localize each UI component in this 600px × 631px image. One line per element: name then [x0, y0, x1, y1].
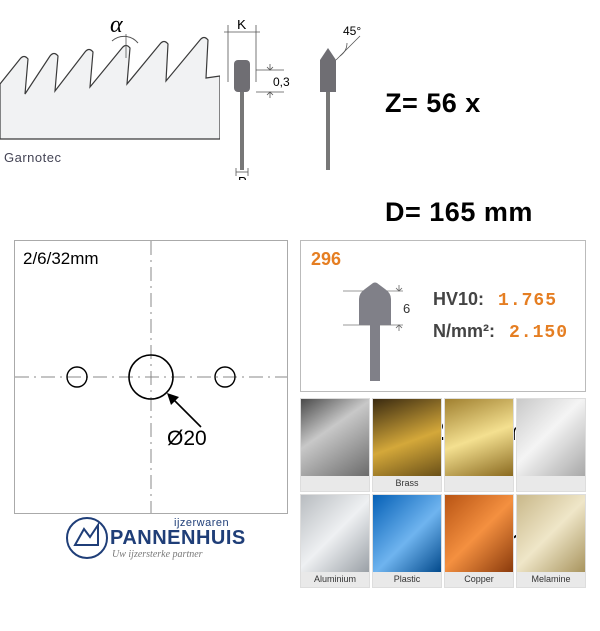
right-column: 296 6 HV10:1.765 N/mm²:2.150 BrassAlumin… [300, 240, 586, 580]
tooth-dim: 6 [403, 301, 410, 316]
tooth-code: 296 [311, 249, 341, 270]
material-tile: Plastic [372, 494, 442, 588]
spec-z: Z= 56 x [385, 85, 533, 121]
material-caption: Aluminium [301, 572, 369, 587]
svg-text:P: P [238, 174, 247, 180]
material-caption: Melamine [517, 572, 585, 587]
bottom-section: 2/6/32mm Ø20 [0, 230, 600, 595]
kp-diagram: K P 0,3 45° [210, 20, 380, 180]
logo-icon [64, 515, 110, 561]
top-section: α Garnotec K [0, 0, 600, 200]
brand-logo: ijzerwaren PANNENHUIS Uw ijzersterke par… [64, 515, 304, 565]
material-tile [300, 398, 370, 492]
tooth-profile-icon: 6 [331, 273, 411, 383]
tooth-properties: HV10:1.765 N/mm²:2.150 [433, 289, 568, 353]
materials-grid: Brass Aluminium Plastic Copper Melamine [300, 398, 586, 588]
prop-hv10: HV10:1.765 [433, 289, 568, 311]
material-tile [444, 398, 514, 492]
garnotec-label: Garnotec [4, 150, 61, 165]
prop-nmm2: N/mm²:2.150 [433, 321, 568, 343]
material-tile [516, 398, 586, 492]
logo-tagline: Uw ijzersterke partner [112, 549, 203, 560]
saw-teeth-diagram [0, 34, 220, 164]
svg-text:45°: 45° [343, 24, 361, 38]
spec-d: D= 165 mm [385, 194, 533, 230]
svg-text:K: K [237, 20, 247, 32]
logo-big: PANNENHUIS [110, 527, 246, 550]
material-caption [445, 476, 513, 491]
material-caption [301, 476, 369, 491]
material-tile: Melamine [516, 494, 586, 588]
material-caption: Brass [373, 476, 441, 491]
tooth-detail-box: 296 6 HV10:1.765 N/mm²:2.150 [300, 240, 586, 392]
material-caption [517, 476, 585, 491]
diameter-label: Ø20 [167, 427, 207, 451]
material-caption: Copper [445, 572, 513, 587]
bore-diagram: 2/6/32mm Ø20 [14, 240, 288, 514]
material-tile: Copper [444, 494, 514, 588]
svg-text:0,3: 0,3 [273, 75, 290, 89]
material-caption: Plastic [373, 572, 441, 587]
material-tile: Aluminium [300, 494, 370, 588]
material-tile: Brass [372, 398, 442, 492]
